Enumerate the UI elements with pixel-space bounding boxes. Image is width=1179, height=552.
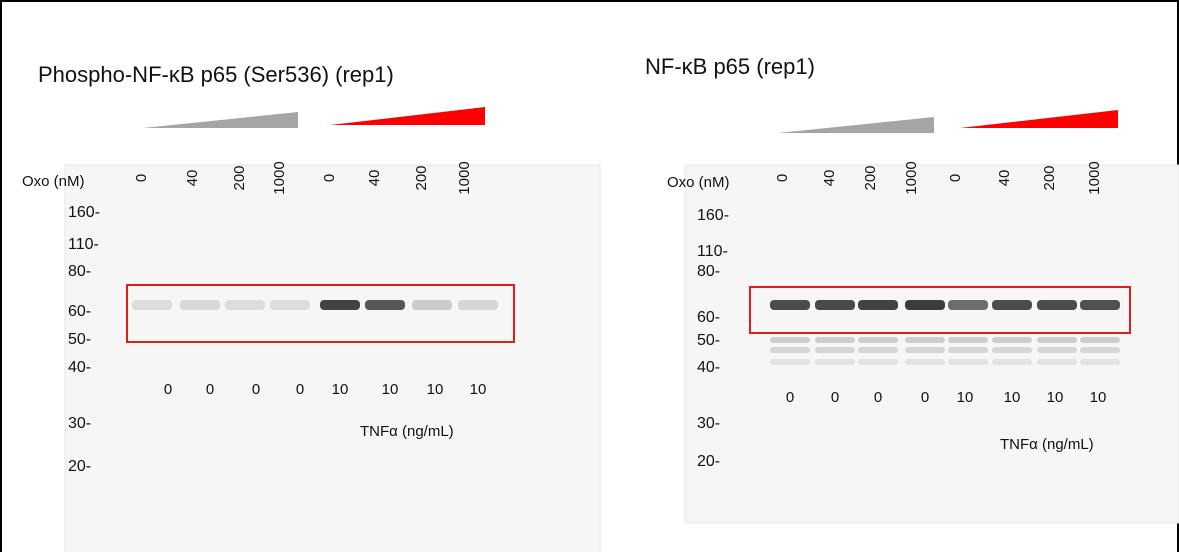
band-faint (992, 337, 1032, 343)
band-faint (1037, 337, 1077, 343)
oxo-dose: 200 (231, 165, 248, 190)
band-faint (948, 359, 988, 365)
band-faint (770, 359, 810, 365)
mw-marker: 110- (68, 236, 99, 253)
tnf-dose: 10 (427, 381, 444, 398)
band-faint (992, 359, 1032, 365)
oxo-dose: 0 (133, 174, 150, 182)
band-faint (1037, 359, 1077, 365)
tnf-dose: 10 (470, 381, 487, 398)
mw-marker: 20- (697, 453, 720, 470)
oxo-dose: 0 (947, 174, 964, 182)
oxo-dose: 200 (1041, 165, 1058, 190)
band-faint (815, 359, 855, 365)
oxo-dose: 1000 (1086, 161, 1103, 194)
band (132, 300, 172, 310)
tnf-dose: 0 (786, 389, 794, 406)
band (320, 300, 360, 310)
tnf-dose: 10 (1004, 389, 1021, 406)
tnf-dose: 0 (206, 381, 214, 398)
band-faint (1080, 347, 1120, 353)
mw-marker: 40- (697, 359, 720, 376)
band-faint (1080, 337, 1120, 343)
band (948, 300, 988, 310)
band (858, 300, 898, 310)
oxo-dose: 0 (774, 174, 791, 182)
oxo-dose: 0 (321, 174, 338, 182)
band-faint (858, 337, 898, 343)
figure: Phospho-NF-κB p65 (Ser536) (rep1) Oxo (nM… (0, 0, 1179, 552)
blot-image (685, 165, 1179, 523)
mw-marker: 80- (68, 263, 91, 280)
mw-marker: 30- (68, 415, 91, 432)
band (180, 300, 220, 310)
panel-title: NF-κB p65 (rep1) (645, 54, 815, 79)
oxo-label: Oxo (nM) (667, 174, 730, 191)
oxo-dose: 40 (184, 170, 201, 187)
band (992, 300, 1032, 310)
mw-marker: 20- (68, 458, 91, 475)
tnf-dose: 10 (332, 381, 349, 398)
band (1037, 300, 1077, 310)
oxo-dose: 200 (862, 165, 879, 190)
tnf-dose: 0 (921, 389, 929, 406)
band-faint (858, 347, 898, 353)
tnf-dose: 10 (1090, 389, 1107, 406)
oxo-dose: 1000 (456, 161, 473, 194)
oxo-dose: 40 (366, 170, 383, 187)
tnf-dose: 10 (382, 381, 399, 398)
band-faint (905, 347, 945, 353)
band-faint (948, 347, 988, 353)
panel-title: Phospho-NF-κB p65 (Ser536) (rep1) (38, 62, 394, 87)
mw-marker: 160- (697, 207, 729, 224)
tnf-dose: 0 (164, 381, 172, 398)
oxo-dose: 40 (996, 170, 1013, 187)
band (270, 300, 310, 310)
band-faint (992, 347, 1032, 353)
band-faint (770, 347, 810, 353)
page: Phospho-NF-κB p65 (Ser536) (rep1) Oxo (nM… (0, 0, 1179, 552)
band (905, 300, 945, 310)
mw-marker: 40- (68, 359, 91, 376)
mw-marker: 110- (697, 243, 728, 260)
oxo-dose: 1000 (903, 161, 920, 194)
oxo-dose: 40 (821, 170, 838, 187)
band-faint (1037, 347, 1077, 353)
mw-marker: 50- (68, 331, 91, 348)
tnf-dose: 0 (874, 389, 882, 406)
band (412, 300, 452, 310)
mw-marker: 50- (697, 332, 720, 349)
oxo-label: Oxo (nM) (22, 173, 85, 190)
mw-marker: 30- (697, 415, 720, 432)
tnf-label: TNFα (ng/mL) (360, 423, 454, 440)
mw-marker: 60- (68, 303, 91, 320)
band (770, 300, 810, 310)
oxo-dose: 1000 (271, 161, 288, 194)
mw-marker: 160- (68, 204, 100, 221)
band-faint (948, 337, 988, 343)
band-faint (815, 347, 855, 353)
band-faint (815, 337, 855, 343)
tnf-dose: 10 (957, 389, 974, 406)
band-faint (1080, 359, 1120, 365)
tnf-dose: 0 (296, 381, 304, 398)
band-faint (858, 359, 898, 365)
band (365, 300, 405, 310)
band (458, 300, 498, 310)
tnf-dose: 10 (1047, 389, 1064, 406)
tnf-label: TNFα (ng/mL) (1000, 436, 1094, 453)
band (225, 300, 265, 310)
band (1080, 300, 1120, 310)
tnf-dose: 0 (831, 389, 839, 406)
band-faint (905, 359, 945, 365)
band (815, 300, 855, 310)
band-faint (905, 337, 945, 343)
mw-marker: 60- (697, 309, 720, 326)
mw-marker: 80- (697, 263, 720, 280)
tnf-dose: 0 (252, 381, 260, 398)
blot-image (65, 165, 600, 552)
oxo-dose: 200 (413, 165, 430, 190)
band-faint (770, 337, 810, 343)
